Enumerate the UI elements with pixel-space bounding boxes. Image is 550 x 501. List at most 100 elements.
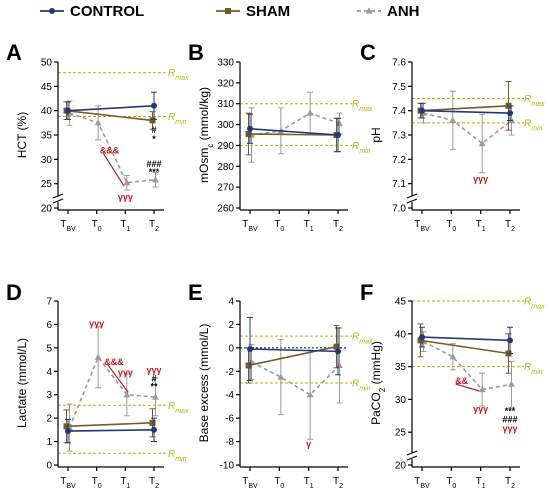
series-line-control <box>421 336 511 342</box>
reference-label-min: Rmin <box>168 112 187 126</box>
y-tick-label: 0 <box>228 343 234 354</box>
data-point-anh <box>478 139 486 147</box>
data-point-control <box>335 132 341 138</box>
data-point-control <box>419 107 425 114</box>
y-tick-label: 7 <box>46 297 52 308</box>
data-point-anh <box>508 380 515 387</box>
x-tick-label: TBV <box>242 219 258 233</box>
data-point-sham <box>417 337 424 344</box>
series-line-anh <box>423 340 512 391</box>
series-line-anh <box>68 355 156 428</box>
y-tick-label: 310 <box>217 99 234 110</box>
significance-arrow <box>455 383 480 392</box>
axis-break-mark <box>52 198 64 204</box>
x-tick-label: T2 <box>333 219 343 233</box>
reference-label-max: Rmax <box>524 94 545 108</box>
y-tick-label: 45 <box>41 82 53 93</box>
y-tick-label: 5 <box>46 343 52 354</box>
y-tick-label: 2 <box>228 320 234 331</box>
x-tick-label: T1 <box>120 476 130 490</box>
y-tick-label: 45 <box>395 297 407 308</box>
legend-label-anh: ANH <box>387 3 420 20</box>
series-line-sham <box>420 339 509 355</box>
y-tick-label: 320 <box>217 78 234 89</box>
series-anh <box>248 327 343 440</box>
panel-letter: A <box>6 40 22 65</box>
data-point-control <box>335 348 341 355</box>
reference-label-min: Rmin <box>524 118 543 132</box>
significance-label: *** <box>505 406 516 416</box>
y-tick-label: 7.4 <box>392 106 406 117</box>
data-point-control <box>151 102 157 109</box>
y-tick-label: 300 <box>217 120 234 131</box>
y-tick-label: 7.6 <box>392 58 406 69</box>
x-tick-label: T0 <box>274 476 284 490</box>
y-tick-label: 6 <box>46 320 52 331</box>
y-tick-label: 30 <box>395 395 407 406</box>
y-axis-title: Base excess (mmol/L) <box>197 324 211 443</box>
series-control <box>419 326 513 354</box>
series-line-control <box>421 109 511 114</box>
significance-label: γγγ <box>473 404 488 414</box>
y-tick-label: 260 <box>217 204 234 215</box>
reference-label-max: Rmax <box>524 297 545 311</box>
axis-break-mark <box>406 455 418 461</box>
x-tick-label: T1 <box>476 476 486 490</box>
data-point-anh <box>306 109 314 116</box>
y-tick-label: 280 <box>217 162 234 173</box>
data-point-anh <box>152 176 159 183</box>
y-axis-title: mOsmc (mmol/kg) <box>197 87 215 183</box>
axis-break-mark <box>406 193 418 199</box>
legend-label-control: CONTROL <box>70 3 144 20</box>
x-tick-label: T0 <box>446 219 456 233</box>
significance-label: # <box>151 125 156 135</box>
x-tick-label: TBV <box>414 219 430 233</box>
y-tick-label: 25 <box>395 428 407 439</box>
data-point-anh <box>306 391 314 398</box>
y-tick-label: 7.1 <box>392 179 406 190</box>
y-tick-label: 40 <box>395 329 407 340</box>
series-control <box>247 113 341 153</box>
x-tick-label: TBV <box>60 476 76 490</box>
series-control <box>65 417 157 444</box>
series-control <box>419 102 513 121</box>
legend-item-control: CONTROL <box>40 3 144 20</box>
x-tick-label: TBV <box>242 476 258 490</box>
data-point-sham <box>245 130 252 137</box>
axis-break-gap <box>53 196 63 202</box>
data-point-anh <box>478 385 486 393</box>
data-point-anh <box>123 179 131 186</box>
legend-label-sham: SHAM <box>246 3 290 20</box>
significance-label: *** <box>149 167 160 177</box>
data-point-anh <box>336 361 343 369</box>
series-line-anh <box>423 112 512 145</box>
significance-label: ** <box>150 382 158 392</box>
significance-arrow <box>107 364 129 393</box>
y-tick-label: 7.0 <box>392 204 406 215</box>
x-tick-label: T2 <box>333 476 343 490</box>
y-tick-label: -6 <box>225 414 234 425</box>
y-tick-label: 35 <box>395 362 407 373</box>
axis-break-gap <box>407 196 417 202</box>
axis-break-mark <box>52 193 64 199</box>
x-tick-label: T0 <box>446 476 456 490</box>
data-point-control <box>65 107 71 114</box>
x-tick-label: T0 <box>92 476 102 490</box>
series-line-sham <box>248 345 337 367</box>
series-anh <box>420 331 515 408</box>
data-point-anh <box>94 119 102 126</box>
data-point-control <box>151 426 157 433</box>
data-point-control <box>419 334 425 341</box>
data-point-control <box>507 110 513 117</box>
data-point-anh <box>94 353 102 360</box>
series-line-anh <box>251 361 341 396</box>
y-tick-label: 330 <box>217 58 234 69</box>
series-control <box>247 316 341 382</box>
significance-label: γγγ <box>473 174 488 184</box>
y-axis-title: pH <box>369 127 383 142</box>
data-point-sham <box>245 362 252 369</box>
series-sham <box>63 408 156 444</box>
y-tick-label: 7.5 <box>392 82 406 93</box>
significance-label: # <box>151 373 156 383</box>
